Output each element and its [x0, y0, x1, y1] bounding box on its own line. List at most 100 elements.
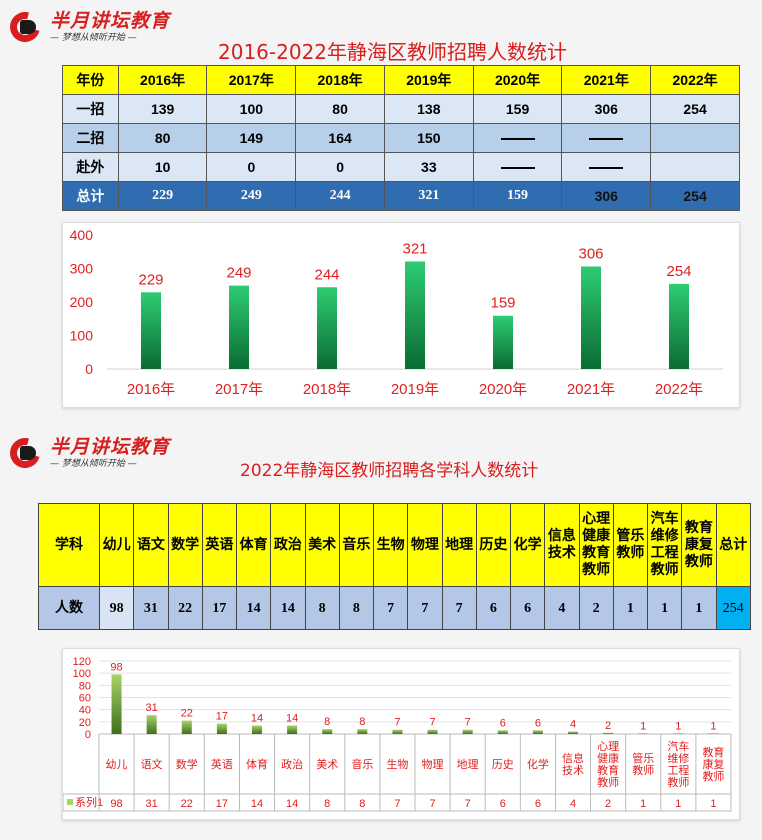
subject-header-cell: 英语 [201, 503, 238, 587]
dash-mark [500, 167, 535, 170]
x-tick-label: 美术 [316, 758, 338, 771]
table-value: 7 [429, 798, 435, 810]
legend-label: 系列1 [75, 795, 103, 809]
subject-value-cell: 1 [681, 586, 717, 630]
y-tick-label: 400 [70, 227, 94, 243]
subject-header-cell: 数学 [167, 503, 203, 587]
table-cell: 0 [295, 152, 385, 182]
y-tick-label: 80 [79, 680, 91, 692]
header-cell: 2021年 [561, 65, 652, 95]
subject-value-cell: 1 [646, 586, 683, 630]
x-tick-label: 教育康复教师 [702, 745, 724, 783]
data-label: 2 [605, 720, 611, 732]
subject-header-cell: 化学 [509, 503, 546, 587]
subject-header-cell: 教育 康复 教师 [681, 503, 717, 587]
table-value: 6 [500, 798, 506, 810]
table-total-row: 总计 229 249 244 321 159 306 254 [62, 181, 740, 211]
header-cell: 2017年 [206, 65, 297, 95]
table-cell: 306 [561, 94, 652, 124]
table-value: 2 [605, 798, 611, 810]
table-cell: 80 [117, 123, 208, 153]
data-label: 22 [181, 708, 193, 720]
subject-header-cell: 信息 技术 [544, 503, 580, 587]
x-tick-label: 英语 [211, 757, 233, 771]
bar [427, 729, 438, 734]
table-cell: 149 [206, 123, 297, 153]
subject-header-cell: 美术 [304, 503, 340, 587]
subject-header-cell: 地理 [441, 503, 477, 587]
subject-header-cell: 汽车 维修 工程 教师 [646, 503, 683, 587]
table-value: 7 [394, 798, 400, 810]
y-tick-label: 300 [70, 261, 94, 277]
x-tick-label: 信息技术 [562, 751, 584, 777]
subject-header-cell: 心理 健康 教育 教师 [578, 503, 614, 587]
brand-slogan: — 梦想从倾听开始 — [50, 459, 137, 469]
table-cell: 159 [472, 94, 563, 124]
table-cell: 249 [206, 181, 297, 211]
table-cell: 0 [206, 152, 297, 182]
data-label: 14 [286, 712, 298, 724]
legend-swatch [67, 799, 73, 805]
table-cell: 164 [295, 123, 385, 153]
table-cell: 138 [383, 94, 474, 124]
bar [181, 720, 192, 734]
subject-chart-card: 0 20 40 60 80 100 120 系列1 98 幼儿 98 31 语文 31 22 数学 22 17 英语… [62, 648, 740, 820]
data-label: 4 [570, 719, 576, 731]
bar [603, 732, 614, 734]
bar [146, 715, 157, 734]
table-value: 14 [286, 798, 298, 810]
table-header-row: 年份 2016年 2017年 2018年 2019年 2020年 2021年 2… [62, 65, 740, 95]
subject-value-cell: 98 [98, 586, 135, 630]
x-tick-label: 2021年 [567, 381, 615, 398]
data-label: 98 [110, 661, 122, 673]
bar [141, 292, 161, 369]
table-cell: 321 [383, 181, 474, 211]
subject-value-cell: 7 [372, 586, 409, 630]
x-tick-label: 体育 [246, 757, 268, 771]
subject-header-cell: 语文 [133, 503, 169, 587]
dash-mark [500, 138, 535, 141]
data-label: 249 [226, 265, 251, 282]
dash-mark [589, 138, 624, 141]
x-tick-label: 历史 [492, 758, 514, 771]
subject-value-cell: 2 [578, 586, 614, 630]
data-label: 14 [251, 712, 263, 724]
table-header-row: 学科 幼儿 语文 数学 英语 体育 政治 美术 音乐 生物 物理 地理 历史 化学 信息 技术 心理 健康 … [38, 503, 751, 587]
data-label: 31 [146, 702, 158, 714]
subject-header-cell: 音乐 [338, 503, 375, 587]
row-label: 总计 [62, 181, 119, 211]
subject-value-cell: 7 [407, 586, 443, 630]
table-value: 14 [251, 798, 263, 810]
table-cell [472, 152, 563, 182]
data-label: 306 [578, 245, 603, 262]
table-cell: 139 [117, 94, 208, 124]
bar [216, 723, 227, 734]
table-cell: 229 [117, 181, 208, 211]
data-label: 159 [490, 295, 515, 312]
subject-header-cell: 体育 [235, 503, 272, 587]
subject-header-cell: 历史 [475, 503, 512, 587]
table-cell: 80 [295, 94, 385, 124]
data-label: 321 [402, 240, 427, 257]
table-cell: 33 [383, 152, 474, 182]
logo-mark-icon [8, 8, 46, 46]
brand-logo: 半月讲坛教育 — 梦想从倾听开始 — [8, 434, 170, 472]
x-tick-label: 政治 [281, 757, 303, 771]
subject-bar-chart: 020406080100120系列198幼儿9831语文3122数学2217英语… [62, 656, 732, 812]
x-tick-label: 生物 [386, 757, 408, 771]
table-value: 8 [324, 798, 330, 810]
data-label: 229 [138, 271, 163, 288]
bar [252, 725, 262, 734]
subject-header-cell: 物理 [407, 503, 443, 587]
brand-name: 半月讲坛教育 [50, 436, 171, 458]
x-tick-label: 2018年 [303, 381, 351, 398]
x-tick-label: 化学 [527, 757, 549, 771]
y-tick-label: 0 [85, 729, 91, 741]
table-cell [561, 123, 652, 153]
x-tick-label: 心理健康教育教师 [597, 740, 619, 789]
y-tick-label: 0 [85, 361, 93, 377]
brand-name: 半月讲坛教育 [50, 10, 171, 32]
data-label: 1 [675, 720, 681, 732]
bar [462, 729, 473, 734]
data-label: 17 [216, 711, 228, 723]
